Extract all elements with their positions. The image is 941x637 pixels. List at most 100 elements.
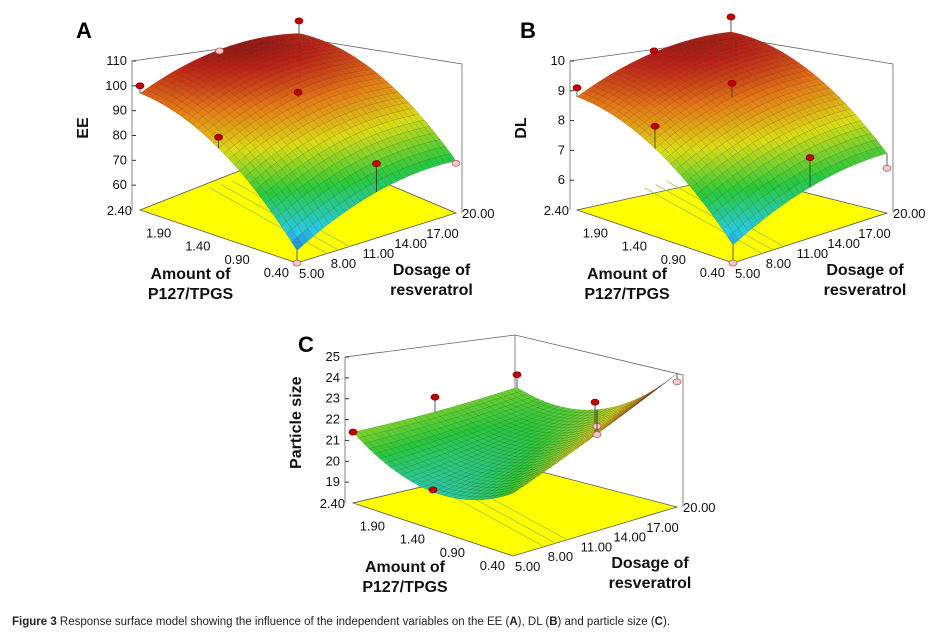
surface-cell xyxy=(313,41,326,45)
surface-cell xyxy=(809,112,821,121)
surface-cell xyxy=(725,41,737,45)
surface-cell xyxy=(282,64,294,70)
y-tick-label: 5.00 xyxy=(735,266,760,281)
surface-cell xyxy=(710,41,722,46)
surface-cell xyxy=(298,38,310,42)
surface-cell xyxy=(499,411,512,417)
surface-cell xyxy=(499,415,512,421)
surface-cell xyxy=(440,414,452,421)
x-tick-label: 1.90 xyxy=(146,225,171,240)
design-point xyxy=(430,393,440,401)
z-tick-label: 10 xyxy=(551,53,565,68)
surface-cell xyxy=(397,124,409,134)
surface-cell xyxy=(382,100,394,108)
y-tick-label: 5.00 xyxy=(515,559,540,574)
x-tick-label: 1.40 xyxy=(622,239,647,254)
surface-cell xyxy=(611,413,623,422)
surface-cell xyxy=(556,455,568,462)
surface-cell xyxy=(778,192,790,205)
surface-cell xyxy=(439,437,451,444)
surface-cell xyxy=(417,444,430,451)
surface-cell xyxy=(612,79,624,86)
surface-cell xyxy=(674,49,686,54)
surface-cell xyxy=(245,58,257,64)
surface-cell xyxy=(715,33,726,36)
surface-cell xyxy=(481,480,493,485)
surface-cell xyxy=(239,146,251,157)
surface-cell xyxy=(602,98,614,106)
surface-cell xyxy=(664,97,676,105)
z-tick-label: 60 xyxy=(113,177,127,192)
surface-cell xyxy=(390,465,402,472)
surface-cell xyxy=(830,154,841,164)
surface-cell xyxy=(486,470,499,475)
surface-cell xyxy=(602,105,614,113)
panel-b: 6 7 8 9 10 DL 2.40 1.90 1.40 0.90 0.40 Amount of P12… xyxy=(513,13,926,303)
surface-cell xyxy=(684,62,696,69)
surface-cell xyxy=(814,126,826,135)
surface-cell xyxy=(772,78,784,85)
surface-cell xyxy=(767,99,779,108)
surface-cell xyxy=(726,137,738,147)
surface-cell xyxy=(562,451,574,458)
surface-cell xyxy=(752,158,764,169)
surface-cell xyxy=(382,82,394,89)
surface-cell xyxy=(224,62,236,68)
surface-cell xyxy=(439,420,452,427)
surface-cell xyxy=(597,95,609,103)
surface-cell xyxy=(757,119,769,129)
surface-cell xyxy=(491,489,503,494)
surface-cell xyxy=(720,32,732,35)
surface-cell xyxy=(839,103,851,111)
surface-cell xyxy=(464,492,477,497)
surface-cell xyxy=(453,495,466,500)
surface-cell xyxy=(477,443,489,449)
x-axis-label: Amount of xyxy=(365,559,446,576)
figure-caption: Figure 3 Response surface model showing … xyxy=(12,616,670,628)
surface-cell xyxy=(691,163,702,174)
surface-cell xyxy=(270,206,282,219)
surface-cell xyxy=(850,121,862,130)
surface-cell xyxy=(767,74,779,81)
surface-cell xyxy=(669,108,681,117)
surface-cell xyxy=(460,472,472,477)
surface-cell xyxy=(835,134,846,144)
surface-cell xyxy=(876,146,888,156)
surface-cell xyxy=(783,168,795,180)
surface-cell xyxy=(762,70,774,77)
surface-cell xyxy=(736,79,748,87)
surface-cell xyxy=(545,462,557,470)
surface-cell xyxy=(664,104,676,113)
surface-cell xyxy=(459,488,472,493)
surface-cell xyxy=(249,148,261,159)
surface-cell xyxy=(405,476,418,482)
z-tick-label: 8 xyxy=(558,113,565,128)
surface-cell xyxy=(390,421,403,429)
surface-cell xyxy=(699,44,712,49)
surface-cell xyxy=(732,125,743,135)
surface-cell xyxy=(845,115,857,124)
surface-cell xyxy=(166,83,178,90)
surface-cell xyxy=(767,50,779,55)
surface-cell xyxy=(654,103,666,112)
surface-cell xyxy=(255,63,267,70)
surface-cell xyxy=(742,104,753,113)
z-tick-label: 7 xyxy=(558,142,565,157)
surface-cell xyxy=(434,433,446,440)
surface-cell xyxy=(601,408,613,414)
surface-cell xyxy=(477,423,490,430)
surface-cell xyxy=(721,131,733,142)
surface-cell xyxy=(335,52,347,57)
surface-cell xyxy=(492,483,504,488)
surface-cell xyxy=(762,59,774,66)
surface-cell xyxy=(567,447,579,455)
surface-cell xyxy=(411,468,424,475)
surface-cell xyxy=(381,156,393,167)
surface-cell xyxy=(281,186,293,199)
surface-cell xyxy=(741,71,753,78)
surface-cell xyxy=(443,470,456,476)
surface-cell xyxy=(782,64,794,70)
design-point xyxy=(672,378,682,386)
surface-cell xyxy=(483,406,496,413)
x-tick-label: 0.90 xyxy=(440,545,465,560)
